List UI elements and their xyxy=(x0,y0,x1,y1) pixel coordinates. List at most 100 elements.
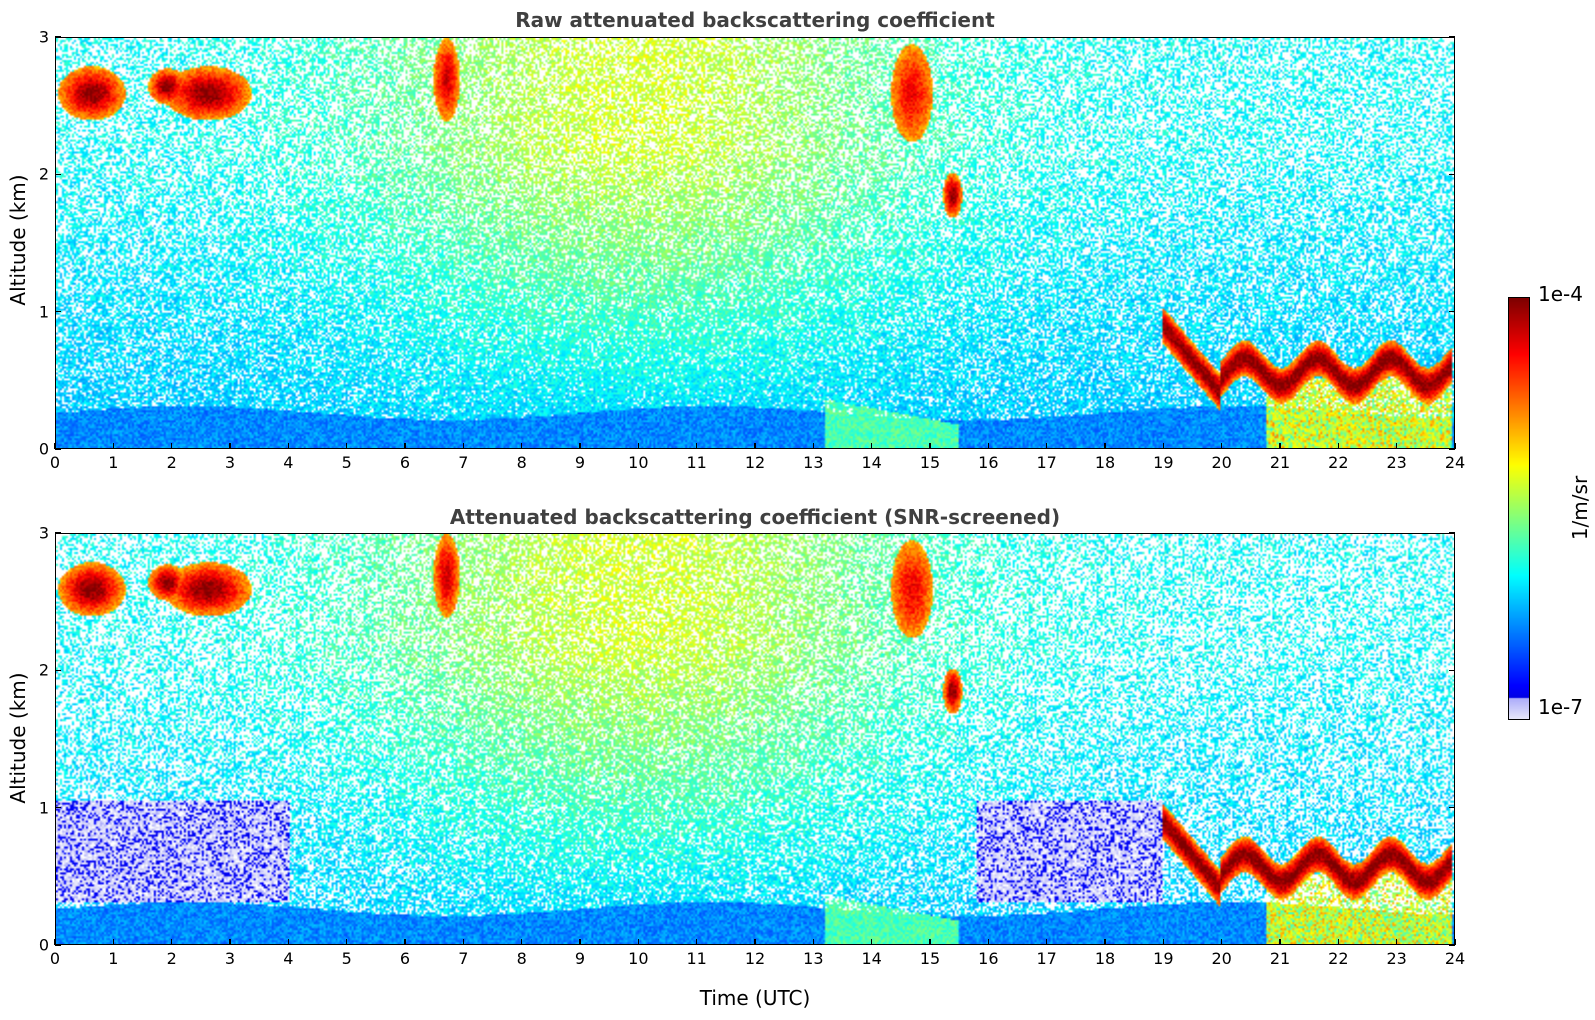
x-tick-mark xyxy=(579,443,581,449)
x-tick-label: 7 xyxy=(458,949,469,968)
x-tick-mark xyxy=(1279,443,1281,449)
x-tick-label: 14 xyxy=(861,949,882,968)
x-tick-label: 3 xyxy=(224,453,236,472)
x-tick-label: 8 xyxy=(516,949,527,968)
y-tick-mark xyxy=(1449,944,1455,946)
x-tick-label: 22 xyxy=(1328,453,1349,472)
x-tick-mark xyxy=(871,443,873,449)
x-tick-label: 9 xyxy=(574,453,586,472)
y-tick-label: 3 xyxy=(38,523,49,543)
x-tick-mark xyxy=(521,939,523,945)
y-tick-mark xyxy=(55,669,61,671)
x-tick-mark xyxy=(1396,939,1398,945)
x-tick-label: 9 xyxy=(574,949,586,968)
top-panel-heatmap xyxy=(56,38,1454,448)
x-tick-mark xyxy=(112,939,114,945)
y-tick-label: 2 xyxy=(38,164,49,184)
y-tick-mark xyxy=(55,173,61,175)
x-tick-mark xyxy=(462,939,464,945)
y-tick-mark xyxy=(55,532,61,534)
x-tick-mark xyxy=(929,939,931,945)
y-tick-mark xyxy=(55,944,61,946)
x-tick-mark xyxy=(112,443,114,449)
x-tick-mark xyxy=(1221,939,1223,945)
x-tick-mark xyxy=(987,939,989,945)
x-tick-mark xyxy=(812,939,814,945)
bottom-panel-ylabel: Altitude (km) xyxy=(6,672,30,804)
x-tick-mark xyxy=(287,939,289,945)
x-tick-label: 4 xyxy=(283,949,294,968)
x-tick-mark xyxy=(696,939,698,945)
x-tick-mark xyxy=(1046,939,1048,945)
x-tick-mark xyxy=(1221,443,1223,449)
colorbar-min-label: 1e-7 xyxy=(1538,695,1583,719)
x-tick-label: 21 xyxy=(1269,453,1291,472)
x-tick-mark xyxy=(1104,443,1106,449)
x-tick-mark xyxy=(1162,939,1164,945)
x-tick-label: 17 xyxy=(1036,949,1057,968)
y-tick-label: 1 xyxy=(38,798,49,818)
x-tick-label: 20 xyxy=(1211,949,1232,968)
x-tick-mark xyxy=(346,939,348,945)
x-tick-mark xyxy=(404,939,406,945)
y-tick-mark xyxy=(1449,807,1455,809)
x-tick-mark xyxy=(1104,939,1106,945)
x-tick-mark xyxy=(754,443,756,449)
x-axis-label: Time (UTC) xyxy=(699,986,811,1010)
colorbar xyxy=(1508,297,1530,720)
x-tick-label: 16 xyxy=(978,453,999,472)
x-tick-label: 13 xyxy=(803,453,824,472)
colorbar-unit-label: 1/m/sr xyxy=(1568,475,1592,541)
x-tick-label: 13 xyxy=(803,949,824,968)
y-tick-mark xyxy=(55,311,61,313)
bottom-panel-plot-area xyxy=(55,533,1455,945)
x-tick-mark xyxy=(1396,443,1398,449)
y-tick-mark xyxy=(55,448,61,450)
y-tick-mark xyxy=(1449,311,1455,313)
y-tick-mark xyxy=(1449,532,1455,534)
bottom-panel-title: Attenuated backscattering coefficient (S… xyxy=(449,505,1061,529)
x-tick-mark xyxy=(54,443,56,449)
x-tick-label: 10 xyxy=(628,453,649,472)
x-tick-label: 0 xyxy=(49,949,61,968)
x-tick-label: 18 xyxy=(1094,949,1116,968)
top-panel-title: Raw attenuated backscattering coefficien… xyxy=(515,8,995,32)
x-tick-label: 15 xyxy=(919,453,941,472)
y-tick-mark xyxy=(55,807,61,809)
x-tick-label: 22 xyxy=(1328,949,1349,968)
y-tick-label: 0 xyxy=(38,439,49,459)
x-tick-mark xyxy=(462,443,464,449)
x-tick-label: 0 xyxy=(49,453,61,472)
x-tick-mark xyxy=(637,939,639,945)
x-tick-mark xyxy=(929,443,931,449)
x-tick-label: 4 xyxy=(283,453,294,472)
x-tick-mark xyxy=(1337,939,1339,945)
x-tick-mark xyxy=(229,939,231,945)
x-tick-mark xyxy=(871,939,873,945)
x-tick-label: 15 xyxy=(919,949,941,968)
x-tick-label: 19 xyxy=(1153,453,1174,472)
colorbar-max-label: 1e-4 xyxy=(1538,282,1583,306)
x-tick-label: 8 xyxy=(516,453,527,472)
y-tick-label: 0 xyxy=(38,935,49,955)
x-tick-label: 5 xyxy=(341,949,352,968)
x-tick-mark xyxy=(1454,939,1456,945)
x-tick-mark xyxy=(1279,939,1281,945)
x-tick-mark xyxy=(171,443,173,449)
y-tick-mark xyxy=(55,36,61,38)
x-tick-label: 5 xyxy=(341,453,352,472)
x-tick-mark xyxy=(812,443,814,449)
x-tick-label: 18 xyxy=(1094,453,1116,472)
x-tick-label: 6 xyxy=(399,949,411,968)
x-tick-label: 1 xyxy=(108,453,119,472)
x-tick-label: 19 xyxy=(1153,949,1174,968)
x-tick-mark xyxy=(754,939,756,945)
y-tick-label: 1 xyxy=(38,302,49,322)
x-tick-label: 2 xyxy=(166,949,177,968)
bottom-panel-heatmap xyxy=(56,534,1454,944)
x-tick-label: 11 xyxy=(686,949,707,968)
y-tick-label: 3 xyxy=(38,27,49,47)
x-tick-label: 11 xyxy=(686,453,707,472)
x-tick-mark xyxy=(1162,443,1164,449)
x-tick-mark xyxy=(696,443,698,449)
